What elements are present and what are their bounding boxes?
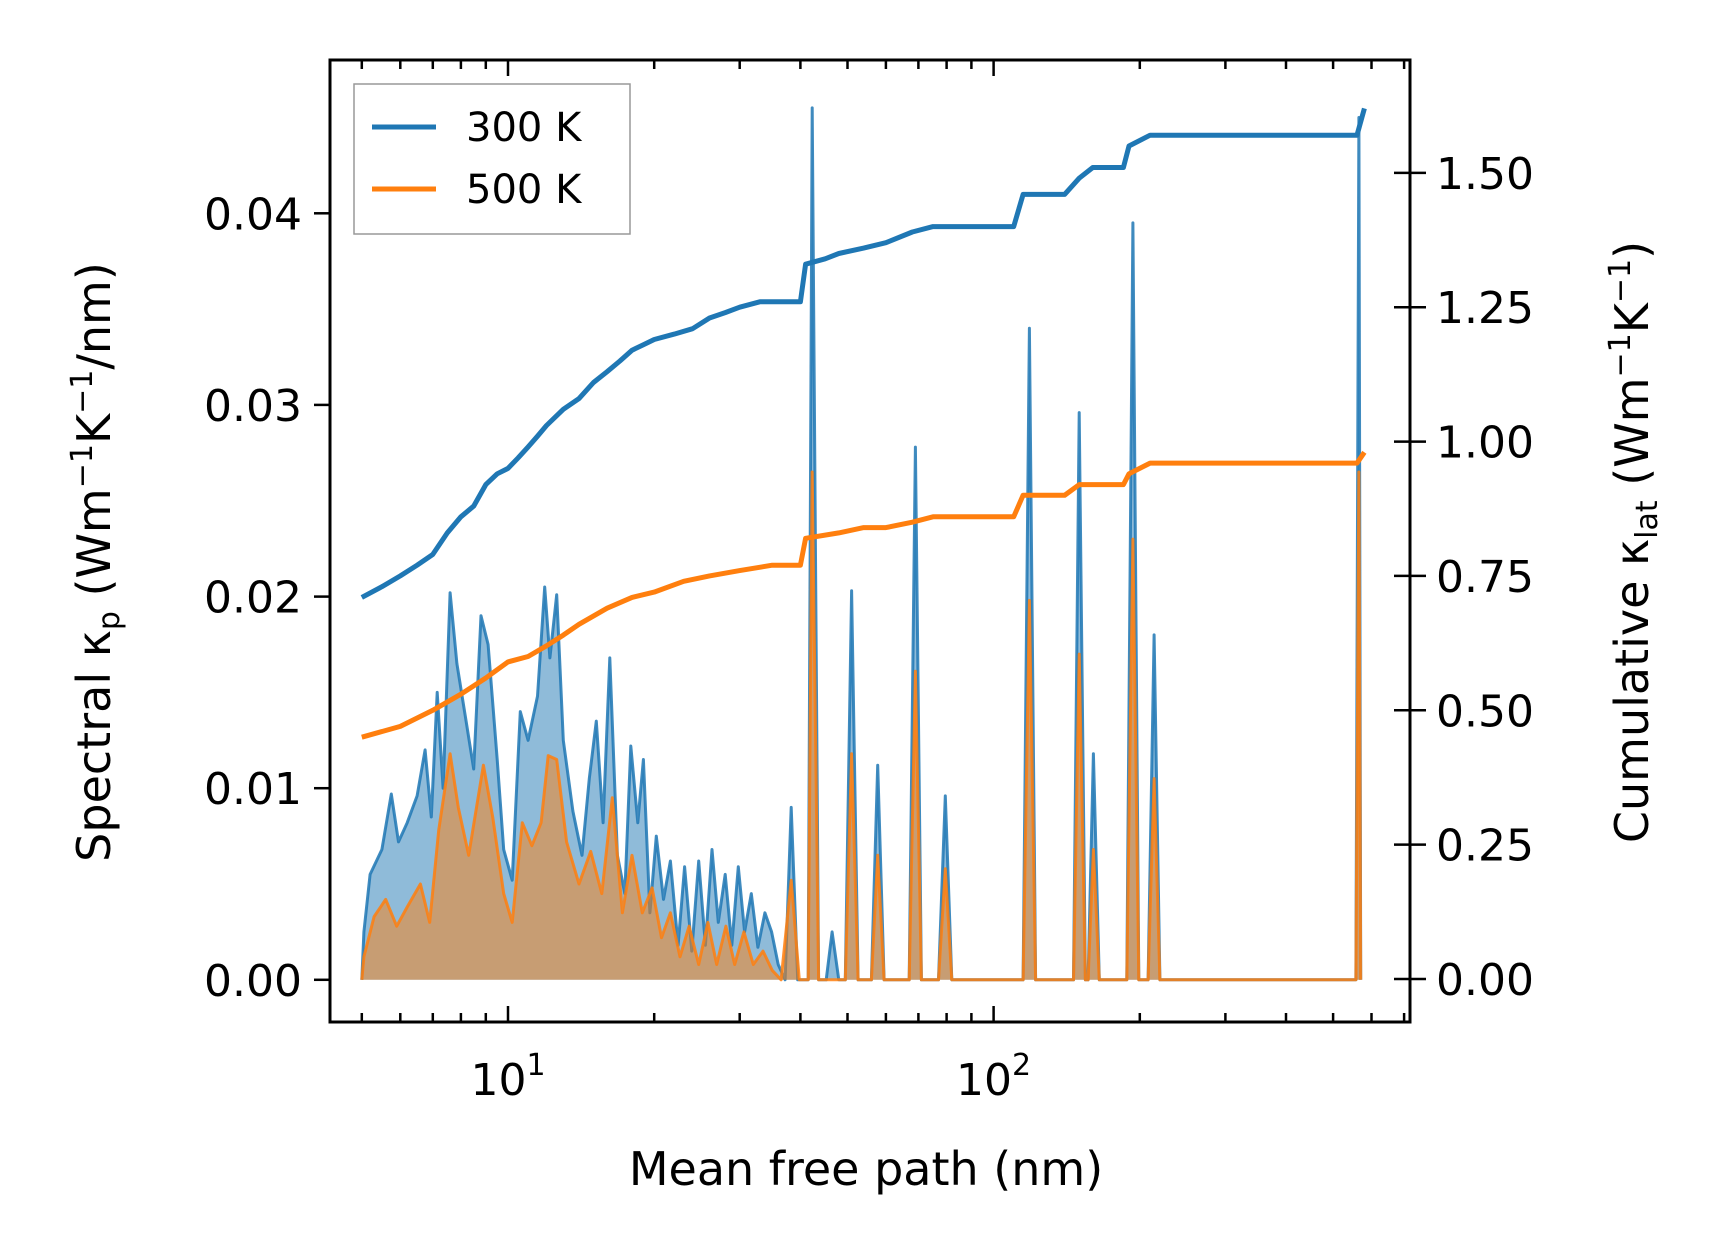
y-left-tick-label: 0.03 xyxy=(204,381,302,432)
axes: 101 1020.000.010.020.030.040.000.250.500.… xyxy=(204,58,1534,1106)
axes-frame xyxy=(328,58,1412,1024)
y-right-tick-label: 0.50 xyxy=(1436,686,1534,737)
y-left-tick-label: 0.01 xyxy=(204,764,302,815)
x-tick-label: 102 xyxy=(956,1048,1031,1106)
spectral-line-0 xyxy=(360,106,1363,982)
y-right-tick-label: 0.75 xyxy=(1436,552,1534,603)
y-left-tick-label: 0.04 xyxy=(204,189,302,240)
y-left-tick-label: 0.00 xyxy=(204,956,302,1007)
y-axis-left-title: Spectral κp (Wm−1K−1/nm) xyxy=(65,262,127,862)
x-tick-label-base: 10 xyxy=(470,1055,526,1106)
x-tick-label-exp: 2 xyxy=(1012,1048,1031,1083)
legend: 300 K 500 K xyxy=(353,83,631,235)
x-tick-label: 101 xyxy=(470,1048,545,1106)
y-left-tick-label: 0.02 xyxy=(204,573,302,624)
y-left-title-prefix: Spectral κ xyxy=(67,630,121,862)
x-tick-label-base: 10 xyxy=(956,1055,1012,1106)
legend-label-0: 300 K xyxy=(466,105,583,151)
y-right-title-units-open: (Wm xyxy=(1605,377,1659,500)
x-tick-label-exp: 1 xyxy=(526,1048,545,1083)
y-right-title-sub: lat xyxy=(1630,500,1665,539)
spectral-fill-1 xyxy=(361,472,1361,980)
y-right-title-units-close: ) xyxy=(1605,241,1659,259)
spectral-fill-0 xyxy=(361,107,1361,980)
y-right-tick-label: 1.00 xyxy=(1436,418,1534,469)
y-left-title-units-close: /nm) xyxy=(67,262,121,369)
y-left-title-sub: p xyxy=(92,611,127,630)
y-right-tick-label: 0.25 xyxy=(1436,821,1534,872)
x-axis-title: Mean free path (nm) xyxy=(629,1142,1103,1196)
y-right-title-sup2: −1 xyxy=(1603,259,1638,303)
y-left-title-units-mid: K xyxy=(67,412,121,444)
legend-box xyxy=(353,83,631,235)
spectral-line-1 xyxy=(360,470,1363,982)
y-right-tick-label: 0.00 xyxy=(1436,955,1534,1006)
y-right-title-sup1: −1 xyxy=(1603,333,1638,377)
y-right-tick-label: 1.25 xyxy=(1436,283,1534,334)
y-axis-right-title: Cumulative κlat (Wm−1K−1) xyxy=(1603,241,1665,843)
y-left-title-sup1: −1 xyxy=(65,444,100,488)
y-right-title-prefix: Cumulative κ xyxy=(1605,539,1659,843)
y-right-tick-label: 1.50 xyxy=(1436,149,1534,200)
y-right-title-units-mid: K xyxy=(1605,301,1659,333)
plot-area xyxy=(360,106,1367,982)
legend-label-1: 500 K xyxy=(466,167,583,213)
y-left-title-sup2: −1 xyxy=(65,370,100,414)
cumulative-line-1 xyxy=(361,450,1367,740)
y-left-title-units-open: (Wm xyxy=(67,488,121,611)
cumulative-line-0 xyxy=(360,107,1367,600)
